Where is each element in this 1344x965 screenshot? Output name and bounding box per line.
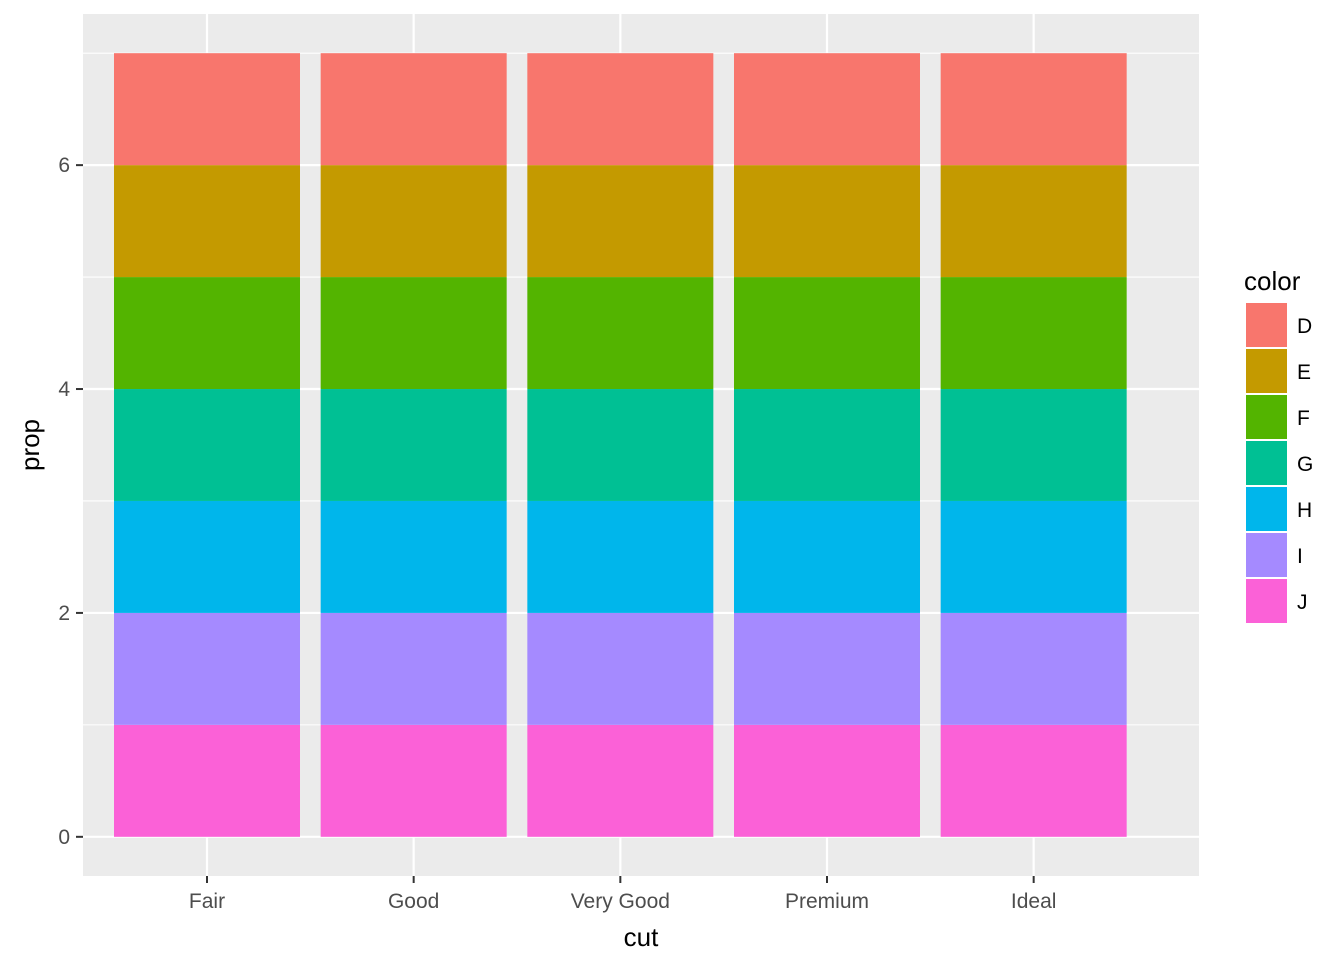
- bar-segment-G: [734, 389, 920, 501]
- bar-segment-D: [527, 53, 714, 166]
- x-tick-label: Fair: [189, 890, 225, 913]
- x-tick-label: Ideal: [1011, 890, 1057, 913]
- bar-segment-G: [114, 389, 300, 501]
- bar-segment-G: [320, 389, 507, 501]
- bar-segment-D: [940, 53, 1127, 166]
- x-tick-label: Premium: [785, 890, 869, 913]
- legend-key-E: [1244, 347, 1289, 395]
- y-tick-label: 4: [58, 378, 70, 401]
- bar-segment-D: [320, 53, 507, 166]
- legend-key-H: [1244, 485, 1289, 533]
- legend-key-I: [1244, 531, 1289, 579]
- legend-label-E: E: [1297, 361, 1311, 384]
- x-axis-title: cut: [624, 922, 659, 952]
- bar-segment-G: [940, 389, 1127, 501]
- bar-segment-H: [320, 500, 507, 613]
- y-tick-label: 2: [58, 602, 70, 625]
- bar-segment-I: [320, 612, 507, 725]
- bar-segment-F: [527, 277, 714, 390]
- bar-segment-H: [734, 500, 920, 613]
- bar-segment-J: [940, 724, 1127, 837]
- bar-segment-F: [320, 277, 507, 390]
- bar-segment-E: [114, 165, 300, 278]
- legend-label-G: G: [1297, 453, 1313, 476]
- bar-segment-I: [940, 612, 1127, 725]
- bar-segment-D: [734, 53, 920, 166]
- legend-label-I: I: [1297, 545, 1303, 568]
- y-tick-label: 6: [58, 154, 70, 177]
- bar-segment-F: [114, 277, 300, 390]
- legend-key-J: [1244, 577, 1289, 625]
- bar-segment-J: [527, 724, 714, 837]
- y-axis: 0 2 4 6: [58, 154, 83, 849]
- x-axis: Fair Good Very Good Premium Ideal: [189, 876, 1057, 913]
- legend-label-D: D: [1297, 315, 1312, 338]
- bar-segment-J: [320, 724, 507, 837]
- bar-segment-F: [940, 277, 1127, 390]
- x-tick-label: Good: [388, 890, 439, 913]
- bar-segment-H: [940, 500, 1127, 613]
- bar-segment-E: [940, 165, 1127, 278]
- bar-segment-E: [527, 165, 714, 278]
- bar-segment-H: [527, 500, 714, 613]
- legend-key-D: [1244, 301, 1289, 349]
- legend-title: color: [1244, 266, 1301, 296]
- legend-key-G: [1244, 439, 1289, 487]
- x-tick-label: Very Good: [571, 890, 670, 913]
- legend-key-F: [1244, 393, 1289, 441]
- bar-segment-D: [114, 53, 300, 166]
- bar-segment-H: [114, 500, 300, 613]
- bar-segment-I: [527, 612, 714, 725]
- bar-segment-I: [734, 612, 920, 725]
- y-axis-title: prop: [15, 419, 45, 471]
- y-tick-label: 0: [58, 826, 70, 849]
- bar-segment-I: [114, 612, 300, 725]
- bars: [114, 53, 1127, 837]
- bar-segment-E: [320, 165, 507, 278]
- legend-label-F: F: [1297, 407, 1310, 430]
- bar-segment-J: [114, 724, 300, 837]
- bar-segment-E: [734, 165, 920, 278]
- legend-label-H: H: [1297, 499, 1312, 522]
- bar-segment-J: [734, 724, 920, 837]
- legend-label-J: J: [1297, 591, 1308, 614]
- bar-segment-F: [734, 277, 920, 390]
- bar-segment-G: [527, 389, 714, 501]
